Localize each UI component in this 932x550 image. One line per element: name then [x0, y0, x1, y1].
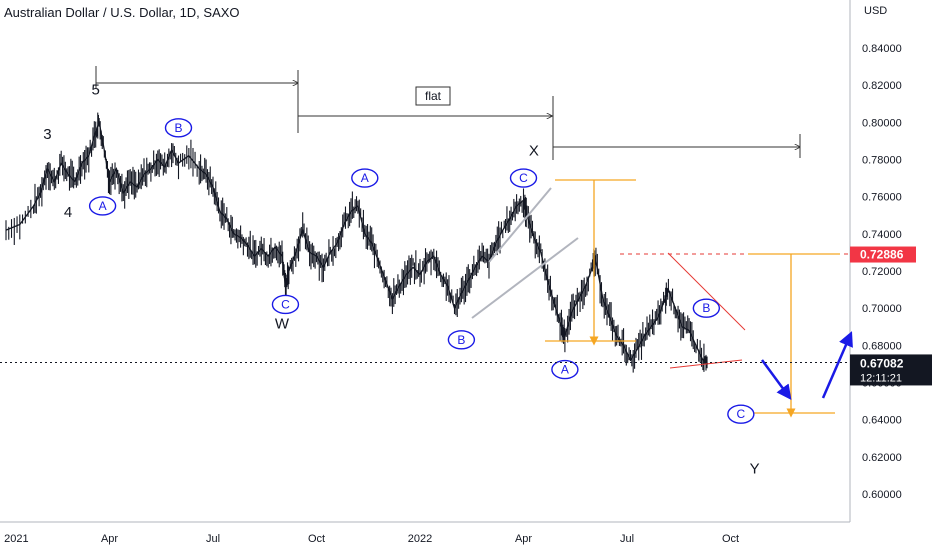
- triangle-lower-line: [669, 359, 743, 369]
- wave-circle-label: A: [361, 171, 369, 185]
- wave-circle-label: B: [457, 333, 465, 347]
- last-price-label: 0.67082: [860, 356, 904, 370]
- annotations: flat 5 3 4 W X Y A B C A B C A B C: [43, 66, 853, 478]
- currency-label: USD: [864, 5, 887, 17]
- wave-circle-label: A: [99, 199, 107, 213]
- wave-circle: [692, 298, 721, 318]
- price-line: [5, 119, 709, 365]
- wave-label: 5: [92, 81, 100, 98]
- x-tick-label: Jul: [206, 533, 220, 545]
- wave-circle: [447, 330, 476, 350]
- wave-label: X: [529, 143, 539, 160]
- chart-title: Australian Dollar / U.S. Dollar, 1D, SAX…: [4, 5, 240, 20]
- y-tick-label: 0.84000: [862, 43, 902, 55]
- highlight-price-label: 0.72886: [860, 248, 904, 262]
- wave-circle-label: B: [174, 121, 182, 135]
- x-tick-label: Oct: [308, 533, 325, 545]
- y-tick-label: 0.78000: [862, 154, 902, 166]
- x-axis: 2021 Apr Jul Oct 2022 Apr Jul Oct: [0, 521, 850, 545]
- wave-circle: [351, 168, 379, 188]
- y-axis: USD 0.84000 0.82000 0.80000 0.78000 0.76000 0.…: [849, 0, 902, 522]
- highlight-price-tag: [850, 246, 916, 263]
- y-tick-label: 0.80000: [862, 117, 902, 129]
- y-tick-label: 0.64000: [862, 415, 902, 427]
- x-tick-label: 2021: [4, 533, 28, 545]
- wave-circle: [509, 168, 538, 188]
- flat-label: flat: [425, 89, 442, 103]
- x-tick-label: Apr: [101, 533, 118, 545]
- y-tick-label: 0.72000: [862, 266, 902, 278]
- channel-line-upper: [488, 187, 552, 263]
- wave-label: 4: [64, 204, 72, 221]
- y-tick-label: 0.82000: [862, 80, 902, 92]
- wave-circle-label: C: [737, 407, 746, 421]
- y-tick-label: 0.60000: [862, 489, 902, 501]
- wave-circle: [88, 196, 117, 216]
- price-tags: 0.67082 12:11:21 0.72886: [0, 246, 932, 386]
- y-tick-label: 0.62000: [862, 452, 902, 464]
- down-arrow: [760, 359, 792, 401]
- y-tick-label: 0.68000: [862, 340, 902, 352]
- wave-circle-label: B: [702, 301, 710, 315]
- wave-circle: [271, 294, 300, 315]
- y-tick-label: 0.76000: [862, 192, 902, 204]
- y-tick-label: 0.70000: [862, 303, 902, 315]
- wave-label: Y: [750, 461, 760, 478]
- channel-line-lower: [471, 237, 579, 319]
- x-tick-label: Jul: [620, 533, 634, 545]
- countdown-label: 12:11:21: [860, 372, 902, 384]
- price-series: [5, 112, 709, 373]
- flat-label-box: [415, 86, 451, 106]
- up-arrow: [821, 331, 853, 399]
- wave-circle: [551, 359, 579, 380]
- wave-circle-label: C: [281, 297, 290, 311]
- wave-label: W: [275, 316, 290, 333]
- x-tick-label: Oct: [722, 533, 739, 545]
- wave-label: 3: [43, 126, 51, 143]
- x-tick-label: Apr: [515, 533, 532, 545]
- x-tick-label: 2022: [408, 533, 432, 545]
- y-tick-label: 0.74000: [862, 229, 902, 241]
- wave-circle-label: C: [519, 171, 528, 185]
- wave-circle-label: A: [561, 363, 569, 377]
- wave-circle: [727, 404, 755, 424]
- triangle-upper-line: [667, 252, 746, 331]
- wave-circle: [164, 118, 193, 138]
- last-price-tag: [850, 354, 932, 386]
